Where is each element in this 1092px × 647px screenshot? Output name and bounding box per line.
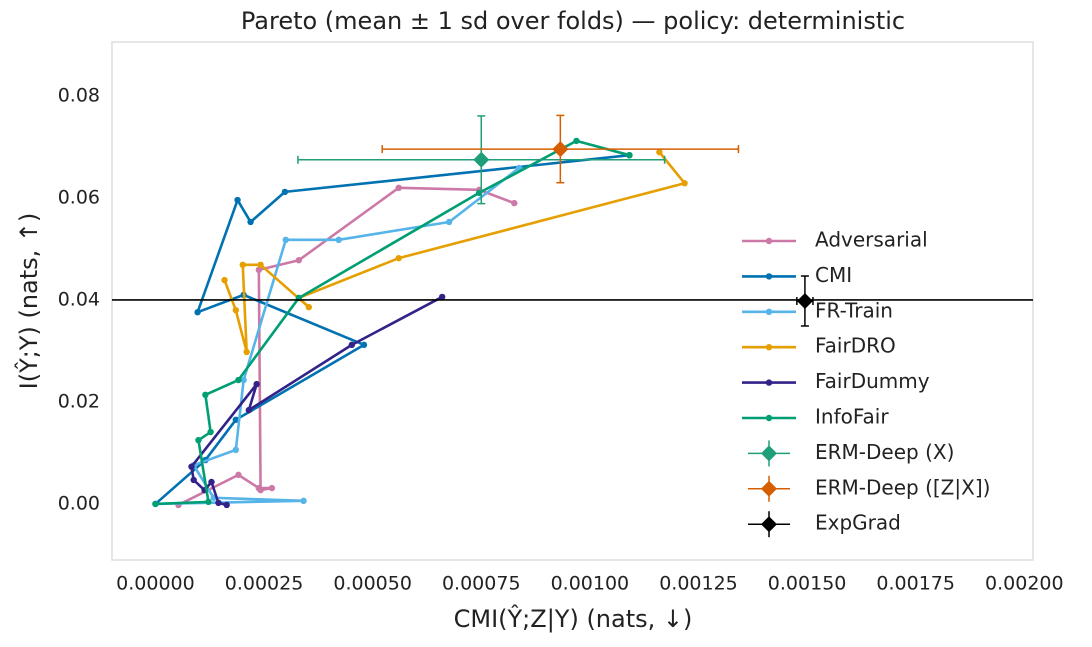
legend-swatch-dot <box>765 414 773 422</box>
data-point <box>247 218 254 226</box>
legend-label: Adversarial <box>815 228 928 252</box>
data-point <box>681 180 688 187</box>
x-tick-label: 0.00200 <box>985 573 1064 595</box>
y-tick-label: 0.06 <box>58 187 100 209</box>
data-point <box>281 188 289 196</box>
data-point <box>257 486 264 494</box>
legend-label: FR-Train <box>815 298 893 322</box>
y-tick-label: 0.04 <box>58 288 100 310</box>
data-point <box>232 416 240 423</box>
data-point <box>295 257 303 264</box>
data-point <box>235 471 242 479</box>
data-point <box>188 463 195 470</box>
legend-swatch-dot <box>765 308 773 315</box>
data-point <box>656 148 663 156</box>
legend-label: CMI <box>815 263 852 287</box>
data-point <box>202 391 209 399</box>
data-point <box>221 276 228 284</box>
x-tick-label: 0.00075 <box>442 573 521 595</box>
data-point <box>234 196 241 204</box>
legend-label: ExpGrad <box>815 511 901 535</box>
legend-swatch-dot <box>765 273 773 280</box>
series-line <box>155 139 630 506</box>
series-line <box>154 153 630 505</box>
data-point <box>473 151 490 168</box>
data-point <box>223 501 230 509</box>
data-point <box>445 218 453 226</box>
chart-title: Pareto (mean ± 1 sd over folds) — policy… <box>241 7 905 35</box>
x-axis-label: CMI(Ŷ;Z|Y) (nats, ↓) <box>454 603 693 633</box>
x-tick-label: 0.00150 <box>768 573 847 595</box>
data-point <box>268 484 276 492</box>
data-point <box>552 141 569 158</box>
data-point <box>243 348 250 356</box>
series-line <box>177 186 515 507</box>
data-point <box>194 309 201 316</box>
data-point <box>207 428 214 436</box>
data-point <box>305 303 312 311</box>
legend-label: ERM-Deep (X) <box>815 440 954 464</box>
x-tick-label: 0.00175 <box>876 573 955 595</box>
legend-swatch-marker <box>761 516 777 533</box>
data-point <box>796 293 813 309</box>
data-point <box>511 199 518 207</box>
legend-swatch-dot <box>765 344 773 351</box>
series-line <box>223 151 686 354</box>
data-point <box>240 376 247 384</box>
data-point <box>215 499 222 507</box>
data-point <box>257 261 264 269</box>
data-point <box>239 261 246 269</box>
plot-frame <box>111 41 1034 561</box>
data-point <box>152 500 159 508</box>
data-point <box>235 376 242 384</box>
data-point <box>205 498 212 506</box>
data-point <box>253 380 260 388</box>
data-point <box>348 341 356 349</box>
data-point <box>232 446 240 454</box>
series-line <box>190 295 443 507</box>
legend-swatch-marker <box>761 445 777 462</box>
x-tick-label: 0.00025 <box>225 573 304 595</box>
y-tick-label: 0.00 <box>58 492 100 514</box>
y-axis-label: I(Ŷ;Y) (nats, ↑) <box>13 213 43 390</box>
legend-swatch-marker <box>761 480 777 497</box>
data-point <box>626 151 633 159</box>
x-tick-label: 0.00100 <box>551 573 630 595</box>
data-point <box>255 266 263 274</box>
data-point <box>300 497 307 505</box>
data-point <box>395 184 402 192</box>
x-tick-label: 0.00125 <box>659 573 738 595</box>
data-point <box>335 236 342 244</box>
legend-label: FairDummy <box>815 369 930 393</box>
data-point <box>195 436 202 444</box>
data-point <box>232 306 240 314</box>
data-point <box>438 293 446 301</box>
y-tick-label: 0.08 <box>58 85 100 107</box>
x-tick-label: 0.00050 <box>333 573 412 595</box>
legend-label: InfoFair <box>815 405 889 429</box>
legend-label: ERM-Deep ([Z|X]) <box>815 475 990 499</box>
data-point <box>360 341 368 349</box>
data-point <box>573 137 580 145</box>
y-tick-label: 0.02 <box>58 390 100 412</box>
data-point <box>282 236 289 244</box>
x-tick-label: 0.00000 <box>116 573 195 595</box>
legend-swatch-dot <box>765 237 773 245</box>
data-point <box>208 478 215 486</box>
data-point <box>395 254 402 262</box>
series-line <box>155 166 520 506</box>
legend-swatch-dot <box>765 379 773 386</box>
data-point <box>190 476 197 484</box>
legend-label: FairDRO <box>815 334 896 358</box>
data-point <box>245 406 253 414</box>
